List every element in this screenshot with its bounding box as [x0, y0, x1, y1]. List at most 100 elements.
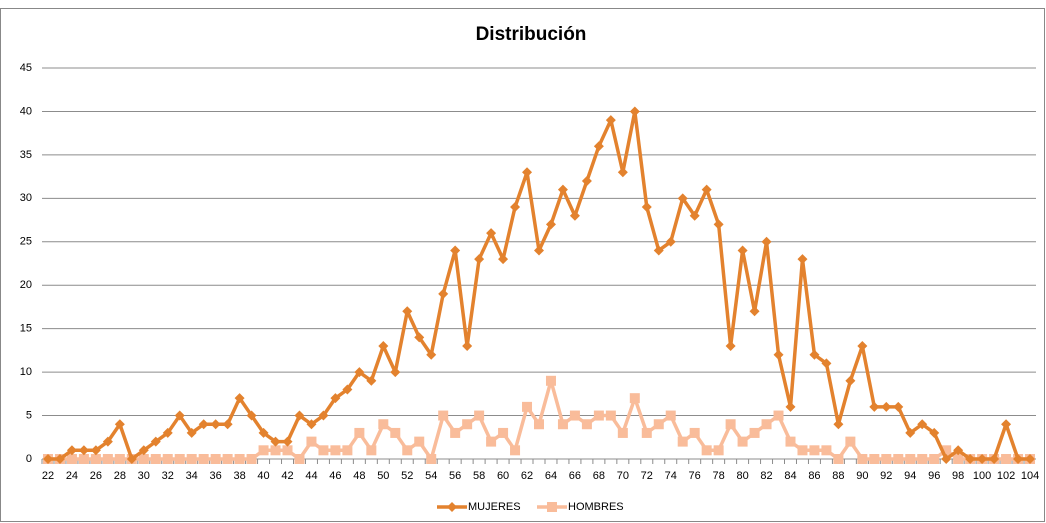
x-tick-label: 32	[162, 470, 174, 482]
marker	[66, 454, 77, 464]
x-tick-label: 94	[904, 470, 916, 482]
marker	[414, 332, 425, 343]
x-tick-label: 38	[233, 470, 245, 482]
x-tick-label: 82	[760, 470, 772, 482]
marker	[833, 419, 844, 430]
marker	[270, 445, 281, 456]
marker	[869, 454, 880, 464]
marker	[498, 254, 509, 265]
marker	[689, 210, 700, 221]
chart-title: Distribución	[476, 24, 587, 45]
marker	[785, 436, 796, 447]
marker	[629, 393, 640, 404]
chart-frame	[0, 8, 1045, 522]
marker	[737, 436, 748, 447]
x-tick-label: 36	[210, 470, 222, 482]
marker	[713, 219, 724, 230]
marker	[414, 436, 425, 447]
marker	[438, 410, 449, 421]
marker	[102, 454, 113, 464]
marker	[773, 349, 784, 360]
marker	[641, 202, 652, 213]
marker	[114, 419, 125, 430]
marker	[557, 184, 568, 195]
marker	[138, 445, 149, 456]
x-tick-label: 62	[521, 470, 533, 482]
marker	[845, 436, 856, 447]
marker	[665, 236, 676, 247]
marker	[857, 341, 868, 352]
marker	[222, 454, 233, 464]
marker	[1001, 419, 1012, 430]
marker	[342, 384, 353, 395]
y-tick-label: 10	[20, 366, 32, 378]
marker	[126, 454, 137, 464]
y-tick-label: 40	[20, 105, 32, 117]
marker	[941, 454, 952, 464]
marker	[402, 445, 413, 456]
marker	[797, 445, 808, 456]
y-tick-label: 15	[20, 323, 32, 335]
marker	[66, 445, 77, 456]
marker	[438, 288, 449, 299]
marker	[953, 454, 964, 464]
marker	[306, 419, 317, 430]
marker	[447, 502, 457, 512]
marker	[713, 445, 724, 456]
marker	[881, 454, 892, 464]
marker	[534, 245, 544, 256]
marker	[821, 445, 832, 456]
marker	[306, 436, 317, 447]
marker	[677, 436, 688, 447]
marker	[845, 375, 856, 386]
marker	[486, 228, 497, 239]
marker	[629, 106, 640, 117]
marker	[1001, 454, 1012, 464]
marker	[162, 427, 173, 438]
x-tick-label: 76	[689, 470, 701, 482]
x-tick-label: 86	[808, 470, 820, 482]
x-tick-label: 96	[928, 470, 940, 482]
x-tick-label: 78	[713, 470, 725, 482]
marker	[905, 454, 916, 464]
marker	[210, 454, 221, 464]
marker	[1025, 454, 1036, 464]
marker	[474, 254, 485, 265]
x-tick-label: 64	[545, 470, 557, 482]
marker	[162, 454, 173, 464]
marker	[90, 454, 101, 464]
x-tick-label: 22	[42, 470, 54, 482]
marker	[677, 193, 688, 204]
marker	[342, 445, 353, 456]
x-tick-label: 84	[784, 470, 796, 482]
marker	[378, 419, 389, 430]
x-tick-label: 70	[617, 470, 629, 482]
marker	[761, 236, 772, 247]
marker	[653, 419, 664, 430]
marker	[857, 454, 868, 464]
marker	[821, 358, 832, 369]
marker	[1013, 454, 1024, 464]
x-tick-label: 58	[473, 470, 485, 482]
marker	[282, 445, 293, 456]
marker	[294, 454, 305, 464]
marker	[42, 454, 53, 464]
marker	[605, 115, 616, 126]
marker	[378, 341, 389, 352]
x-tick-label: 40	[257, 470, 269, 482]
marker	[522, 401, 533, 412]
x-tick-label: 46	[329, 470, 341, 482]
marker	[761, 419, 772, 430]
marker	[701, 184, 712, 195]
x-tick-label: 98	[952, 470, 964, 482]
x-tick-label: 44	[305, 470, 317, 482]
x-tick-label: 42	[281, 470, 293, 482]
marker	[534, 419, 544, 430]
marker	[366, 375, 377, 386]
marker	[354, 367, 365, 378]
marker	[246, 454, 257, 464]
marker	[78, 454, 89, 464]
marker	[581, 175, 592, 186]
marker	[593, 141, 604, 152]
